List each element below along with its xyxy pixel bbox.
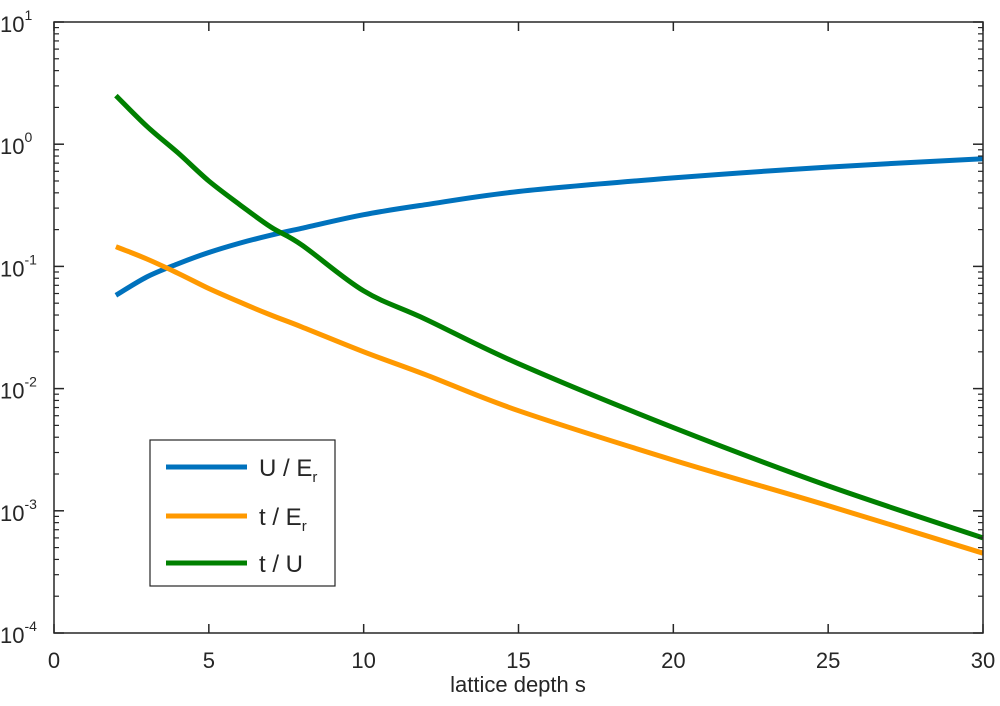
x-tick-label: 30 xyxy=(971,648,995,673)
legend: U / Er t / Er t / U xyxy=(149,439,336,587)
y-tick-label: 10-4 xyxy=(0,618,37,648)
x-tick-label: 0 xyxy=(48,648,60,673)
y-tick-label: 101 xyxy=(0,7,32,37)
y-axis-ticks: 101 100 10-1 10-2 10-3 10-4 xyxy=(0,7,983,648)
x-tick-label: 5 xyxy=(203,648,215,673)
legend-label: t / Er xyxy=(259,504,307,535)
legend-label: t / U xyxy=(259,551,303,578)
y-tick-label: 10-1 xyxy=(0,251,37,281)
x-tick-label: 20 xyxy=(661,648,685,673)
y-tick-label: 100 xyxy=(0,129,32,159)
series-line-1 xyxy=(115,244,984,556)
series-line-2 xyxy=(114,93,984,541)
series-line-0 xyxy=(114,156,984,298)
x-axis-title: lattice depth s xyxy=(450,672,586,697)
y-tick-label: 10-2 xyxy=(0,374,37,404)
x-axis-ticks: 0 5 10 15 20 25 30 xyxy=(48,22,995,673)
legend-label: U / Er xyxy=(259,455,317,486)
x-tick-label: 10 xyxy=(351,648,375,673)
curves xyxy=(114,93,984,556)
x-tick-label: 25 xyxy=(816,648,840,673)
x-tick-label: 15 xyxy=(506,648,530,673)
y-tick-label: 10-3 xyxy=(0,496,37,526)
